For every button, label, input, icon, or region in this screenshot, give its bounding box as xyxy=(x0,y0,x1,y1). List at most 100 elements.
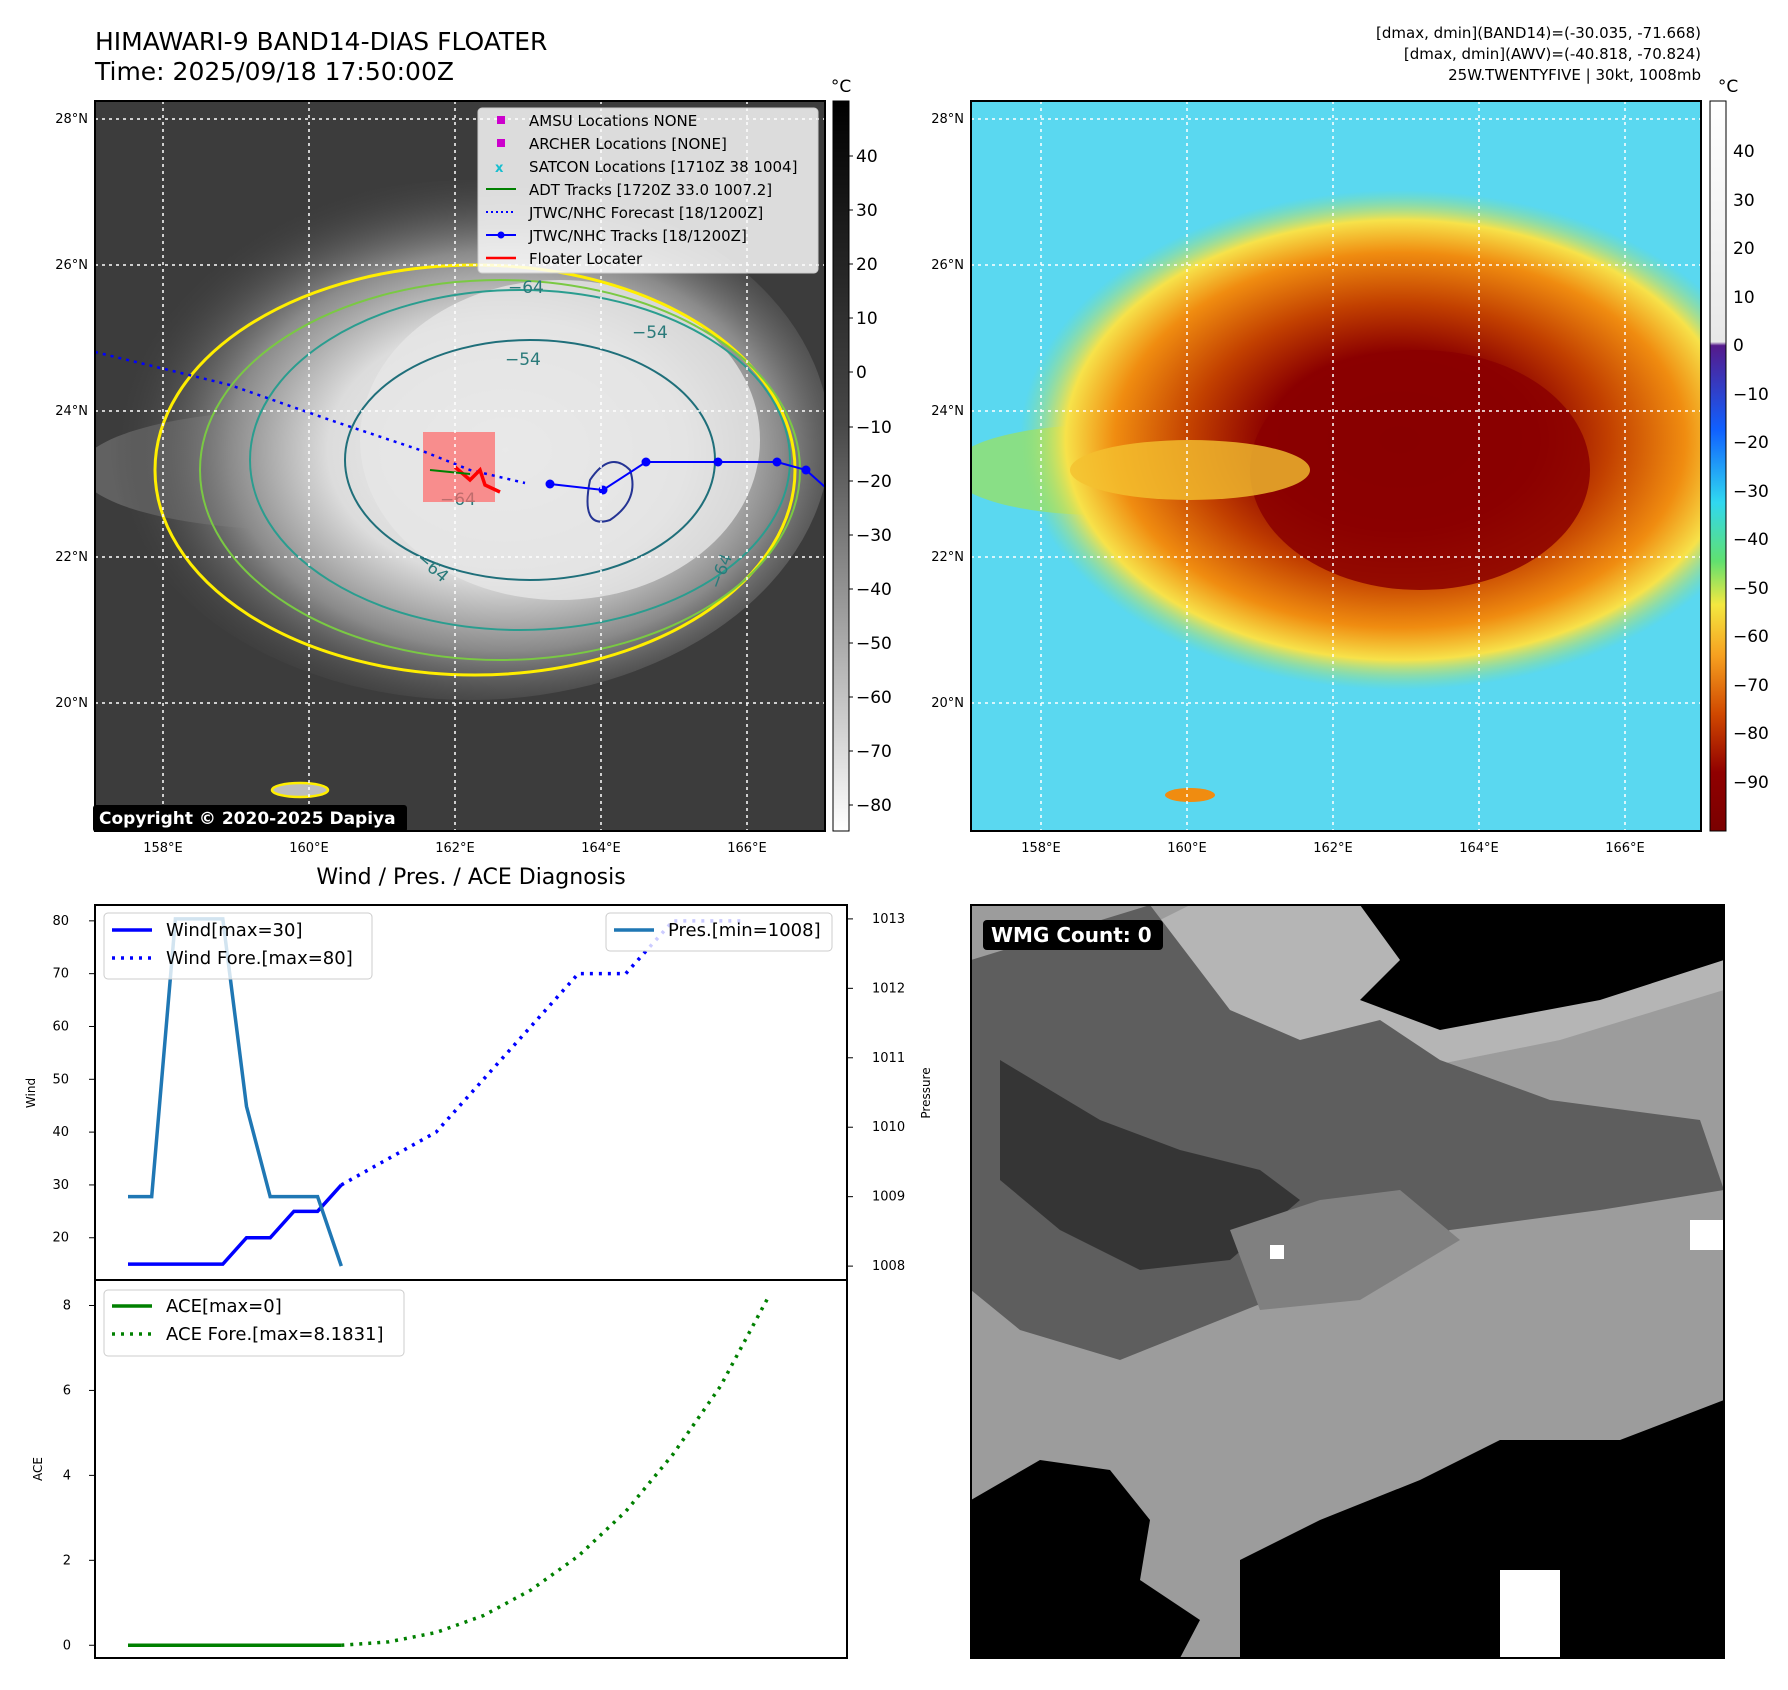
pres-ytick-label: 1010 xyxy=(872,1120,905,1135)
wmg-badge xyxy=(983,920,1163,950)
wind-forecast-line xyxy=(340,919,745,1187)
legend-archer-marker xyxy=(497,139,505,147)
contour-green xyxy=(199,279,801,661)
wind-legend: Wind[max=30] Wind Fore.[max=80] xyxy=(103,912,373,980)
cbar-tick-label: 40 xyxy=(1733,142,1755,162)
legend-wind-fore-label: Wind Fore.[max=80] xyxy=(166,948,353,969)
cbar-tick-label: 40 xyxy=(856,147,878,167)
lon-tick-label: 160°E xyxy=(289,841,329,856)
lon-tick-label: 158°E xyxy=(143,841,183,856)
legend-track-dot xyxy=(497,231,505,239)
cbar-tick-label: 30 xyxy=(856,201,878,221)
ace-ytick-label: 0 xyxy=(63,1638,71,1653)
legend-amsu-marker xyxy=(497,116,505,124)
diagnosis-title: Wind / Pres. / ACE Diagnosis xyxy=(316,865,625,890)
cbar-tick-label: −10 xyxy=(1733,385,1769,405)
small-cloud xyxy=(270,781,330,799)
pres-yticks: 1008 1009 1010 1011 1012 1013 xyxy=(847,912,905,1274)
lat-tick-label: 26°N xyxy=(55,258,88,273)
gray-map-lat-labels: 28°N 26°N 24°N 22°N 20°N xyxy=(55,112,88,711)
lat-tick-label: 20°N xyxy=(931,696,964,711)
legend-label: JTWC/NHC Forecast [18/1200Z] xyxy=(528,204,763,222)
cbar-tick-label: −60 xyxy=(1733,627,1769,647)
gray-map-frame xyxy=(94,100,826,832)
gray-map-lon-labels: 158°E 160°E 162°E 164°E 166°E xyxy=(143,841,767,856)
cbar-tick-label: 0 xyxy=(856,363,867,383)
contour-label: −54 xyxy=(632,323,668,343)
color-ir-map xyxy=(971,101,1701,831)
color-colorbar-labels: 40 30 20 10 0 −10 −20 −30 −40 −50 −60 −7… xyxy=(1733,142,1769,793)
cbar-tick-label: −80 xyxy=(856,796,892,816)
legend-label: AMSU Locations NONE xyxy=(529,112,697,130)
lon-tick-label: 158°E xyxy=(1021,841,1061,856)
lon-tick-label: 166°E xyxy=(727,841,767,856)
legend-pres-label: Pres.[min=1008] xyxy=(668,920,821,941)
cbar-tick-label: 10 xyxy=(856,309,878,329)
color-map-lat-labels: 28°N 26°N 24°N 22°N 20°N xyxy=(931,112,964,711)
cbar-tick-label: 10 xyxy=(1733,288,1755,308)
cbar-tick-label: −20 xyxy=(1733,433,1769,453)
wind-yticks: 20 30 40 50 60 70 80 xyxy=(52,914,95,1246)
copyright-badge xyxy=(93,805,407,832)
cbar-tick-label: −50 xyxy=(856,634,892,654)
cbar-tick-label: −70 xyxy=(856,742,892,762)
jtwc-track-points xyxy=(545,457,811,495)
floater-locater xyxy=(453,465,501,494)
lon-tick-label: 166°E xyxy=(1605,841,1645,856)
info-storm: 25W.TWENTYFIVE | 30kt, 1008mb xyxy=(1448,66,1701,84)
cbar-tick-label: 30 xyxy=(1733,191,1755,211)
gray-colorbar-unit: °C xyxy=(831,77,851,97)
wind-ytick-label: 40 xyxy=(52,1125,69,1140)
color-colorbar-unit: °C xyxy=(1718,77,1738,97)
contour-label: −54 xyxy=(505,350,541,370)
lon-tick-label: 164°E xyxy=(1459,841,1499,856)
legend-ace-label: ACE[max=0] xyxy=(166,1296,282,1317)
contour-label: −64 xyxy=(508,278,544,298)
cbar-tick-label: −10 xyxy=(856,418,892,438)
pres-ytick-label: 1009 xyxy=(872,1190,905,1205)
ace-yticks: 0 2 4 6 8 xyxy=(63,1298,95,1653)
wind-series-line xyxy=(128,1183,343,1266)
color-map-lon-labels: 158°E 160°E 162°E 164°E 166°E xyxy=(1021,841,1645,856)
color-map-frame xyxy=(970,100,1702,832)
pres-ylabel: Pressure xyxy=(919,1067,933,1118)
floater-box xyxy=(423,432,457,502)
wmg-panel xyxy=(971,905,1724,1658)
lat-tick-label: 22°N xyxy=(55,550,88,565)
ace-ytick-label: 4 xyxy=(63,1468,71,1483)
ace-ytick-label: 8 xyxy=(63,1298,71,1313)
color-colorbar xyxy=(1709,100,1727,832)
legend-label: ARCHER Locations [NONE] xyxy=(529,135,727,153)
adt-track xyxy=(429,469,471,475)
copyright-text: Copyright © 2020-2025 Dapiya xyxy=(99,809,396,829)
pres-ytick-label: 1011 xyxy=(872,1051,905,1066)
wind-ytick-label: 50 xyxy=(52,1072,69,1087)
wind-ytick-label: 30 xyxy=(52,1178,69,1193)
lon-tick-label: 164°E xyxy=(581,841,621,856)
info-band14: [dmax, dmin](BAND14)=(-30.035, -71.668) xyxy=(1376,24,1701,42)
cbar-tick-label: −40 xyxy=(856,580,892,600)
cbar-tick-label: −40 xyxy=(1733,530,1769,550)
lat-tick-label: 26°N xyxy=(931,258,964,273)
figure-title: HIMAWARI-9 BAND14-DIAS FLOATER xyxy=(95,27,547,56)
cbar-tick-label: −20 xyxy=(856,472,892,492)
lat-tick-label: 22°N xyxy=(931,550,964,565)
wind-ylabel: Wind xyxy=(24,1078,38,1108)
legend-label: SATCON Locations [1710Z 38 1004] xyxy=(529,158,797,176)
cbar-tick-label: 0 xyxy=(1733,336,1744,356)
ace-legend: ACE[max=0] ACE Fore.[max=8.1831] xyxy=(103,1289,405,1357)
cbar-tick-label: −30 xyxy=(856,526,892,546)
pres-legend: Pres.[min=1008] xyxy=(605,912,833,952)
contour-navy xyxy=(586,461,634,523)
legend-label: JTWC/NHC Tracks [18/1200Z] xyxy=(528,227,747,245)
cbar-tick-label: −30 xyxy=(1733,482,1769,502)
ace-ytick-label: 6 xyxy=(63,1383,71,1398)
info-awv: [dmax, dmin](AWV)=(-40.818, -70.824) xyxy=(1404,45,1701,63)
lon-tick-label: 160°E xyxy=(1167,841,1207,856)
cbar-tick-label: −90 xyxy=(1733,773,1769,793)
pres-ytick-label: 1013 xyxy=(872,912,905,927)
cbar-tick-label: −50 xyxy=(1733,579,1769,599)
cbar-tick-label: 20 xyxy=(1733,239,1755,259)
cbar-tick-label: −60 xyxy=(856,688,892,708)
legend-wind-label: Wind[max=30] xyxy=(166,920,303,941)
